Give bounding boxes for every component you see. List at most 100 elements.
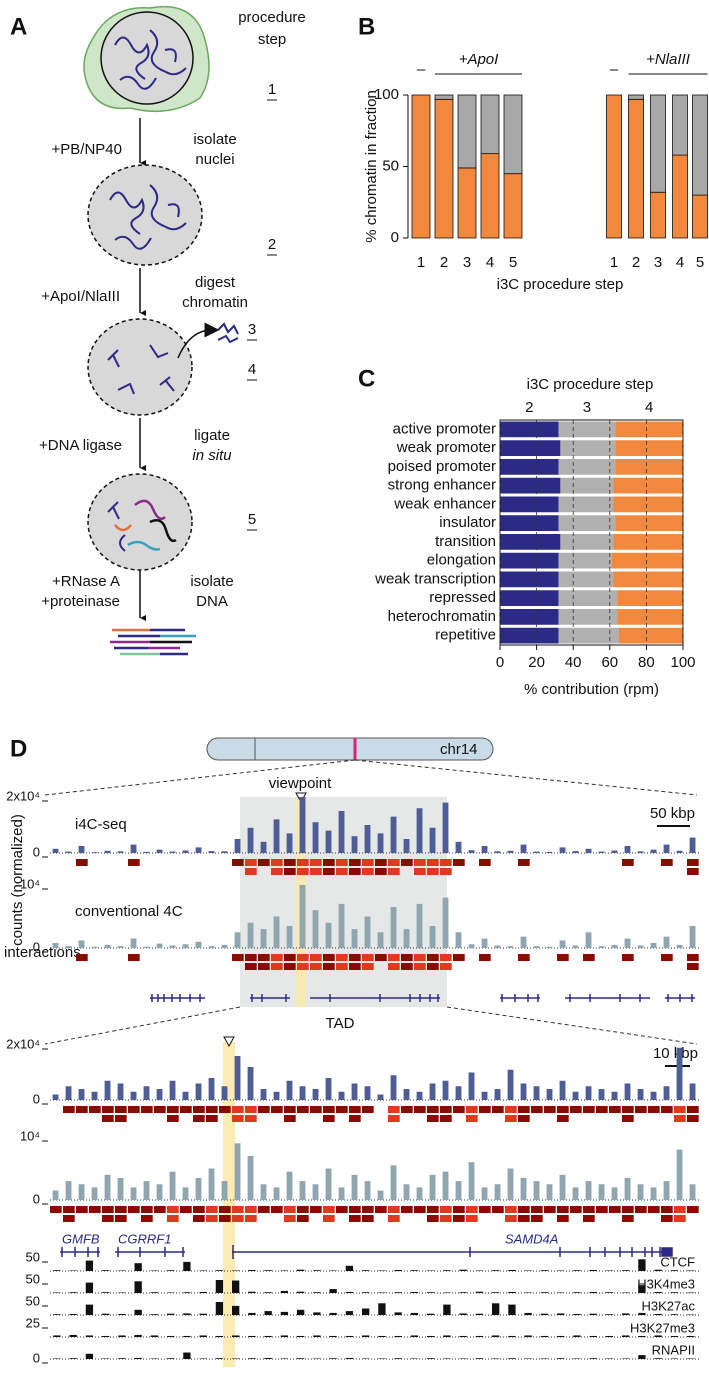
signal-bar bbox=[605, 1358, 614, 1359]
bar-segment bbox=[500, 609, 559, 625]
interaction bbox=[310, 868, 322, 875]
reagent: +proteinase bbox=[41, 593, 120, 610]
arrow bbox=[177, 322, 220, 359]
signal-bar bbox=[286, 925, 293, 948]
signal-bar bbox=[378, 1358, 386, 1359]
interaction bbox=[336, 963, 348, 970]
track-label: conventional 4C bbox=[75, 903, 183, 920]
interaction bbox=[206, 1215, 218, 1222]
interaction bbox=[388, 954, 400, 961]
interaction bbox=[310, 859, 322, 866]
interaction bbox=[388, 1206, 400, 1213]
signal-bar bbox=[118, 1358, 126, 1359]
signal-bar bbox=[53, 1335, 61, 1337]
y-tick-label: 2x10⁴ bbox=[6, 1036, 40, 1051]
signal-bar bbox=[654, 1335, 662, 1337]
signal-bar bbox=[329, 1289, 337, 1293]
signal-bar bbox=[654, 1313, 662, 1315]
interaction bbox=[63, 1206, 75, 1213]
interaction bbox=[76, 1206, 88, 1213]
signal-bar bbox=[297, 1309, 305, 1315]
interaction bbox=[661, 954, 673, 961]
signal-bar bbox=[183, 1313, 191, 1315]
zoom-lines bbox=[44, 1006, 698, 1045]
interaction bbox=[154, 1206, 166, 1213]
signal-bar bbox=[195, 1177, 202, 1200]
signal-bar bbox=[195, 941, 202, 948]
bar-segment bbox=[692, 94, 708, 196]
bar-segment bbox=[606, 94, 622, 239]
interaction bbox=[453, 954, 465, 961]
x-axis-label: i3C procedure step bbox=[497, 276, 624, 293]
bar-segment bbox=[613, 534, 683, 550]
interaction bbox=[323, 963, 335, 970]
signal-bar bbox=[195, 1083, 202, 1100]
bar-segment bbox=[613, 571, 683, 588]
interaction bbox=[245, 1115, 257, 1122]
signal-bar bbox=[117, 946, 124, 948]
interaction bbox=[336, 868, 348, 875]
track-label: H3K4me3 bbox=[637, 1276, 695, 1291]
signal-bar bbox=[338, 903, 345, 948]
y-tick-label: 50 bbox=[26, 1293, 40, 1308]
interaction bbox=[180, 1106, 192, 1113]
viewpoint-label: viewpoint bbox=[269, 775, 332, 792]
interaction bbox=[427, 868, 439, 875]
signal-bar bbox=[403, 839, 410, 853]
signal-bar bbox=[654, 1358, 662, 1359]
signal-bar bbox=[670, 1314, 679, 1315]
interaction bbox=[531, 1215, 543, 1222]
signal-bar bbox=[313, 1292, 321, 1293]
step-underlines bbox=[247, 99, 277, 531]
signal-bar bbox=[351, 929, 358, 948]
signal-bar bbox=[85, 1282, 94, 1293]
signal-bar bbox=[689, 1083, 696, 1100]
signal-bar bbox=[130, 1091, 137, 1100]
signal-bar bbox=[573, 1358, 581, 1359]
interaction bbox=[245, 859, 257, 866]
interaction bbox=[232, 954, 244, 961]
interaction bbox=[583, 1215, 595, 1222]
signal-bar bbox=[156, 849, 163, 853]
signal-bar bbox=[143, 1086, 150, 1100]
signal-bar bbox=[325, 922, 332, 948]
gene-models bbox=[60, 1245, 673, 1259]
interaction bbox=[687, 859, 699, 866]
interaction bbox=[557, 1115, 569, 1122]
signal-bar bbox=[638, 1285, 646, 1293]
interaction bbox=[635, 1206, 647, 1213]
signal-bar bbox=[378, 1292, 386, 1293]
signal-bar bbox=[234, 932, 241, 948]
signal-bar bbox=[208, 1078, 215, 1100]
signal-bar bbox=[102, 1313, 110, 1315]
signal-bar bbox=[273, 916, 280, 948]
signal-bar bbox=[378, 1303, 386, 1315]
signal-bar bbox=[475, 1313, 484, 1315]
signal-bar bbox=[248, 1335, 256, 1337]
interaction bbox=[479, 1206, 491, 1213]
signal-bar bbox=[524, 1335, 532, 1337]
signal-bar bbox=[104, 1174, 111, 1200]
interaction bbox=[622, 859, 634, 866]
category-label: poised promoter bbox=[388, 458, 496, 475]
panel-letter: B bbox=[358, 13, 375, 40]
dna-products bbox=[110, 628, 196, 656]
interaction bbox=[375, 954, 387, 961]
interaction bbox=[401, 859, 413, 866]
signal-bar bbox=[134, 1309, 142, 1315]
interaction bbox=[271, 1106, 283, 1113]
signal-bar bbox=[150, 1314, 159, 1315]
interaction bbox=[141, 1215, 153, 1222]
signal-bar bbox=[169, 945, 176, 948]
bar-segment bbox=[558, 609, 618, 625]
signal-bar bbox=[345, 1357, 354, 1359]
interaction bbox=[687, 1106, 699, 1113]
interaction bbox=[193, 1206, 205, 1213]
action: nuclei bbox=[195, 151, 234, 168]
signal-bar bbox=[232, 1270, 240, 1271]
interaction bbox=[297, 963, 309, 970]
interaction bbox=[609, 1106, 621, 1113]
signal-bar bbox=[345, 1265, 354, 1271]
interaction bbox=[427, 859, 439, 866]
signal-bar bbox=[638, 1355, 646, 1359]
